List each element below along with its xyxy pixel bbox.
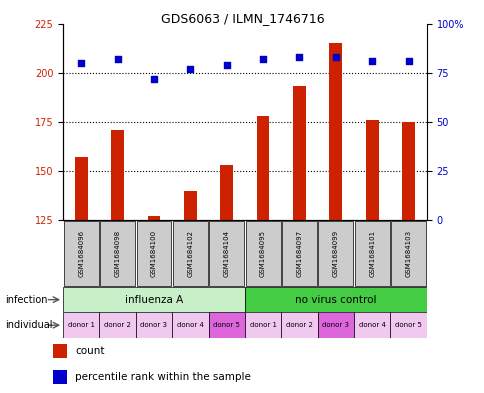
Bar	[209, 221, 243, 286]
Point	[258, 56, 266, 62]
Point	[77, 60, 85, 66]
Text: GSM1684095: GSM1684095	[259, 230, 266, 277]
Text: GSM1684099: GSM1684099	[332, 230, 338, 277]
Point	[295, 54, 303, 60]
Bar	[390, 221, 425, 286]
Bar	[245, 221, 280, 286]
Bar	[64, 221, 99, 286]
Bar	[329, 43, 342, 220]
Bar	[365, 120, 378, 220]
Bar	[354, 221, 389, 286]
Bar	[147, 216, 160, 220]
Point	[150, 75, 157, 82]
Bar	[318, 221, 352, 286]
Text: GSM1684103: GSM1684103	[405, 230, 411, 277]
Point	[222, 62, 230, 68]
Bar	[63, 287, 244, 312]
Text: donor 5: donor 5	[394, 322, 421, 328]
Point	[404, 58, 411, 64]
Bar	[390, 312, 426, 338]
Text: donor 1: donor 1	[68, 322, 94, 328]
Text: GSM1684100: GSM1684100	[151, 230, 157, 277]
Text: GDS6063 / ILMN_1746716: GDS6063 / ILMN_1746716	[160, 12, 324, 25]
Text: influenza A: influenza A	[124, 295, 183, 305]
Bar	[63, 312, 99, 338]
Text: donor 3: donor 3	[140, 322, 167, 328]
Bar	[100, 221, 135, 286]
Text: donor 5: donor 5	[213, 322, 240, 328]
Text: infection: infection	[5, 295, 47, 305]
Bar	[53, 344, 67, 358]
Bar	[183, 191, 197, 220]
Bar	[401, 122, 414, 220]
Text: donor 2: donor 2	[104, 322, 131, 328]
Text: GSM1684101: GSM1684101	[368, 230, 375, 277]
Bar	[244, 287, 426, 312]
Bar	[317, 312, 353, 338]
Bar	[172, 312, 208, 338]
Bar	[256, 116, 269, 220]
Bar	[136, 312, 172, 338]
Bar	[208, 312, 244, 338]
Text: GSM1684096: GSM1684096	[78, 230, 84, 277]
Text: donor 4: donor 4	[358, 322, 385, 328]
Bar	[244, 312, 281, 338]
Bar	[220, 165, 233, 220]
Text: count: count	[75, 346, 105, 356]
Text: no virus control: no virus control	[294, 295, 376, 305]
Bar	[136, 221, 171, 286]
Text: GSM1684098: GSM1684098	[114, 230, 121, 277]
Point	[113, 56, 121, 62]
Point	[368, 58, 376, 64]
Bar	[75, 157, 88, 220]
Text: individual: individual	[5, 320, 52, 330]
Text: donor 1: donor 1	[249, 322, 276, 328]
Point	[331, 54, 339, 60]
Bar	[281, 221, 316, 286]
Bar	[53, 370, 67, 384]
Point	[186, 66, 194, 72]
Text: donor 2: donor 2	[286, 322, 312, 328]
Text: GSM1684104: GSM1684104	[223, 230, 229, 277]
Text: GSM1684097: GSM1684097	[296, 230, 302, 277]
Bar	[172, 221, 207, 286]
Text: donor 3: donor 3	[322, 322, 348, 328]
Bar	[111, 130, 124, 220]
Bar	[99, 312, 136, 338]
Bar	[292, 86, 305, 220]
Text: GSM1684102: GSM1684102	[187, 230, 193, 277]
Text: donor 4: donor 4	[177, 322, 203, 328]
Text: percentile rank within the sample: percentile rank within the sample	[75, 372, 251, 382]
Bar	[353, 312, 390, 338]
Bar	[281, 312, 317, 338]
